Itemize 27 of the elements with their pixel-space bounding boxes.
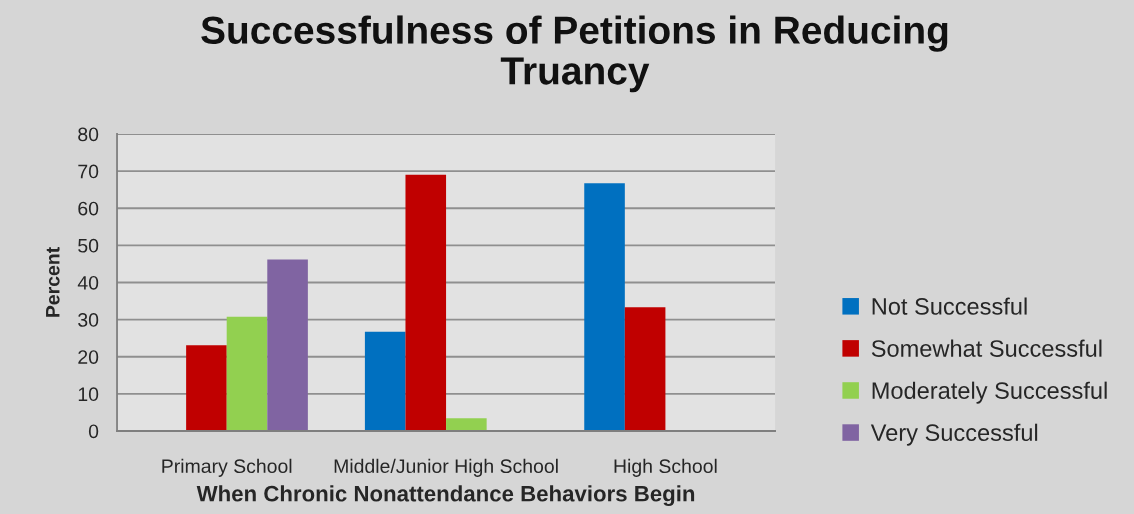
y-tick-label: 70 bbox=[78, 164, 99, 179]
x-axis-title: When Chronic Nonattendance Behaviors Begin bbox=[196, 485, 695, 507]
y-tick-label: 10 bbox=[78, 387, 99, 402]
bar bbox=[364, 331, 406, 431]
y-tick-label: 80 bbox=[78, 127, 99, 142]
bar bbox=[584, 183, 625, 431]
chart-title: Successfulness of Petitions in Reducing Truancy bbox=[201, 15, 948, 93]
bar bbox=[446, 418, 487, 431]
y-tick-label: 60 bbox=[78, 201, 99, 216]
x-tick-label: Primary School bbox=[162, 458, 292, 477]
legend-label: Moderately Successful bbox=[872, 381, 1107, 404]
bar bbox=[267, 259, 308, 431]
y-tick-label: 20 bbox=[78, 350, 99, 364]
y-tick-label: 0 bbox=[88, 424, 99, 439]
legend-label: Not Successful bbox=[872, 297, 1027, 315]
y-tick-label: 40 bbox=[77, 275, 99, 290]
legend-label: Very Successful bbox=[870, 423, 1038, 446]
bar bbox=[405, 174, 447, 431]
x-tick-label: High School bbox=[614, 458, 717, 477]
bar bbox=[226, 316, 268, 431]
bar bbox=[186, 345, 227, 431]
x-tick-label: Middle/Junior High School bbox=[334, 458, 558, 477]
legend-label: Somewhat Successful bbox=[871, 339, 1102, 357]
y-tick-label: 30 bbox=[78, 313, 99, 327]
y-axis-title: Percent bbox=[46, 247, 60, 317]
y-tick-label: 50 bbox=[78, 238, 99, 253]
bar bbox=[624, 307, 666, 431]
